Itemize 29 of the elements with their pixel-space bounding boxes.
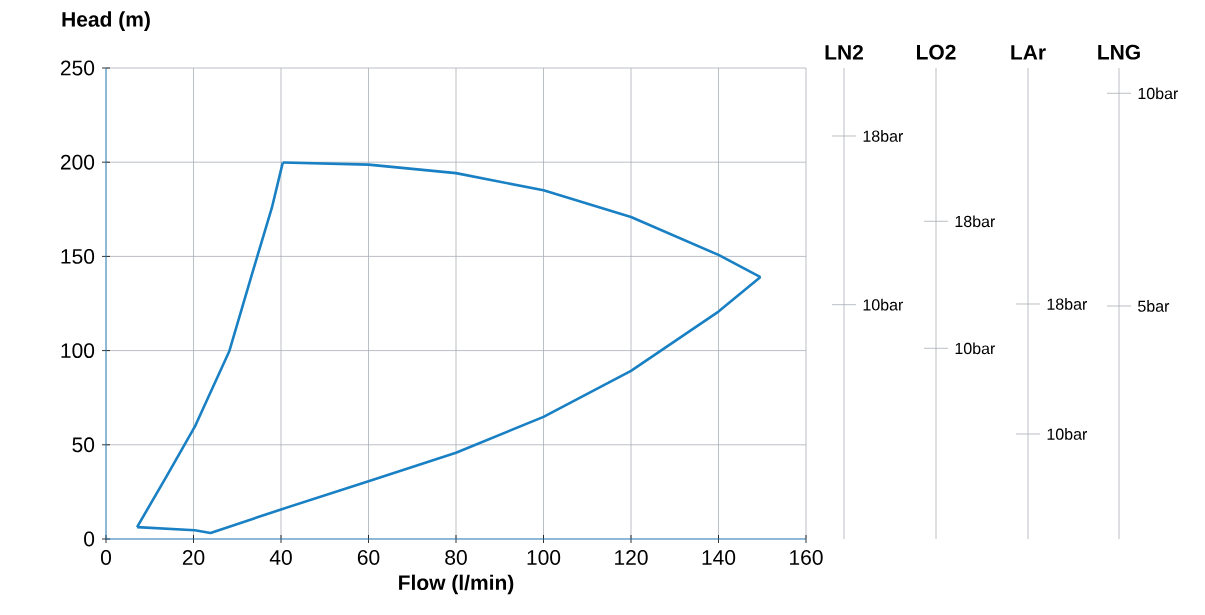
text: LAr — [1011, 45, 1046, 60]
x-tick-label: 160 — [790, 550, 823, 565]
text: 18bar — [1047, 298, 1088, 310]
y-tick-label: 0 — [84, 531, 95, 547]
y-tick-label: 150 — [61, 248, 95, 264]
text: 10bar — [863, 298, 904, 311]
text: 18bar — [955, 215, 996, 228]
text: 10bar — [1138, 87, 1179, 100]
y-axis-title: Head (m) — [62, 11, 150, 31]
y-tick-label: 50 — [72, 437, 95, 453]
x-tick-label: 60 — [357, 550, 380, 565]
text: 10bar — [1047, 428, 1088, 440]
x-tick-label: 120 — [615, 550, 648, 565]
y-tick-label: 250 — [60, 60, 95, 76]
x-tick-label: 20 — [182, 550, 205, 565]
y-tick-label: 200 — [60, 154, 95, 170]
text: 10bar — [955, 342, 996, 355]
text: 18bar — [863, 130, 904, 142]
text: LNG — [1098, 44, 1140, 60]
text: LO2 — [916, 44, 956, 60]
text: 5bar — [1138, 300, 1170, 312]
x-tick-label: 140 — [702, 550, 736, 565]
x-tick-label: 40 — [269, 550, 292, 565]
x-tick-label: 100 — [527, 550, 561, 565]
y-tick-label: 100 — [61, 343, 95, 359]
x-axis-title: Flow (l/min) — [399, 574, 514, 595]
text: LN2 — [825, 44, 863, 60]
x-tick-label: 0 — [100, 550, 112, 565]
x-tick-label: 80 — [445, 550, 467, 565]
